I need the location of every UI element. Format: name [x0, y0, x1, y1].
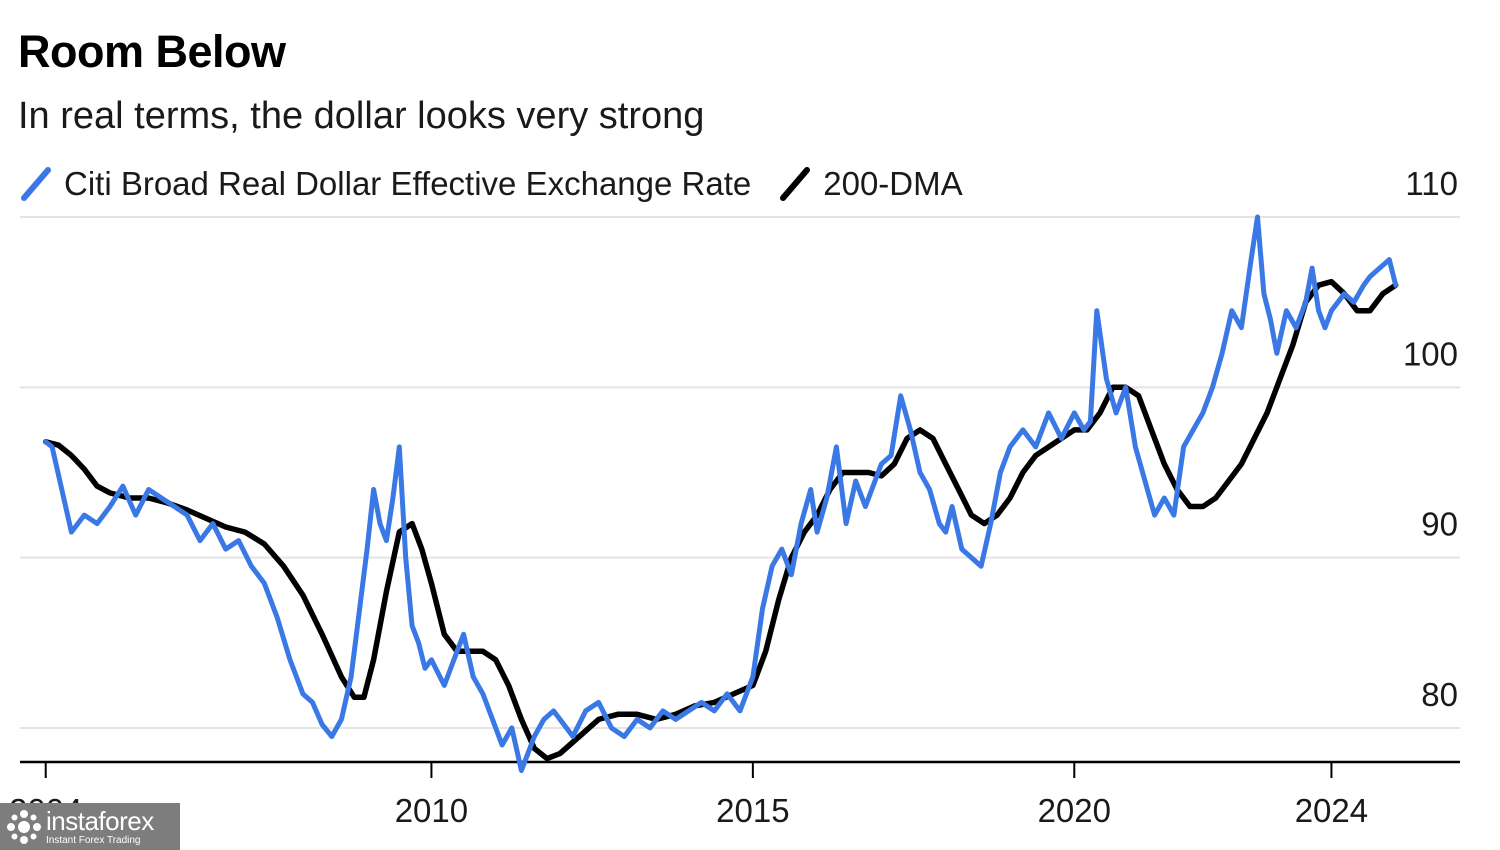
- watermark-brand: instaforex: [46, 805, 154, 836]
- x-tick-label-2024: 2024: [1295, 792, 1368, 829]
- watermark: instaforex Instant Forex Trading: [0, 803, 180, 850]
- x-tick-label-2010: 2010: [395, 792, 468, 829]
- series-line-rate: [43, 214, 1399, 773]
- x-tick-label-2015: 2015: [716, 792, 789, 829]
- watermark-tagline: Instant Forex Trading: [46, 834, 141, 846]
- y-tick-label-90: 90: [1421, 506, 1458, 543]
- chart-title: Room Below: [18, 26, 286, 77]
- chart-legend: Citi Broad Real Dollar Effective Exchang…: [18, 164, 989, 204]
- instaforex-logo-icon: [7, 809, 41, 844]
- legend-label-dma: 200-DMA: [823, 165, 963, 202]
- legend-label-rate: Citi Broad Real Dollar Effective Exchang…: [64, 165, 752, 202]
- legend-swatch-rate: [21, 167, 51, 201]
- legend-item-rate: Citi Broad Real Dollar Effective Exchang…: [18, 164, 751, 204]
- x-tick-label-2020: 2020: [1038, 792, 1111, 829]
- y-tick-label-100: 100: [1403, 335, 1458, 372]
- chart-subtitle: In real terms, the dollar looks very str…: [18, 95, 705, 137]
- y-tick-label-110: 110: [1405, 165, 1458, 202]
- series-line-dma: [42, 278, 1399, 762]
- y-tick-label-80: 80: [1421, 676, 1458, 713]
- legend-item-dma: 200-DMA: [777, 164, 963, 204]
- legend-swatch-dma: [780, 167, 811, 201]
